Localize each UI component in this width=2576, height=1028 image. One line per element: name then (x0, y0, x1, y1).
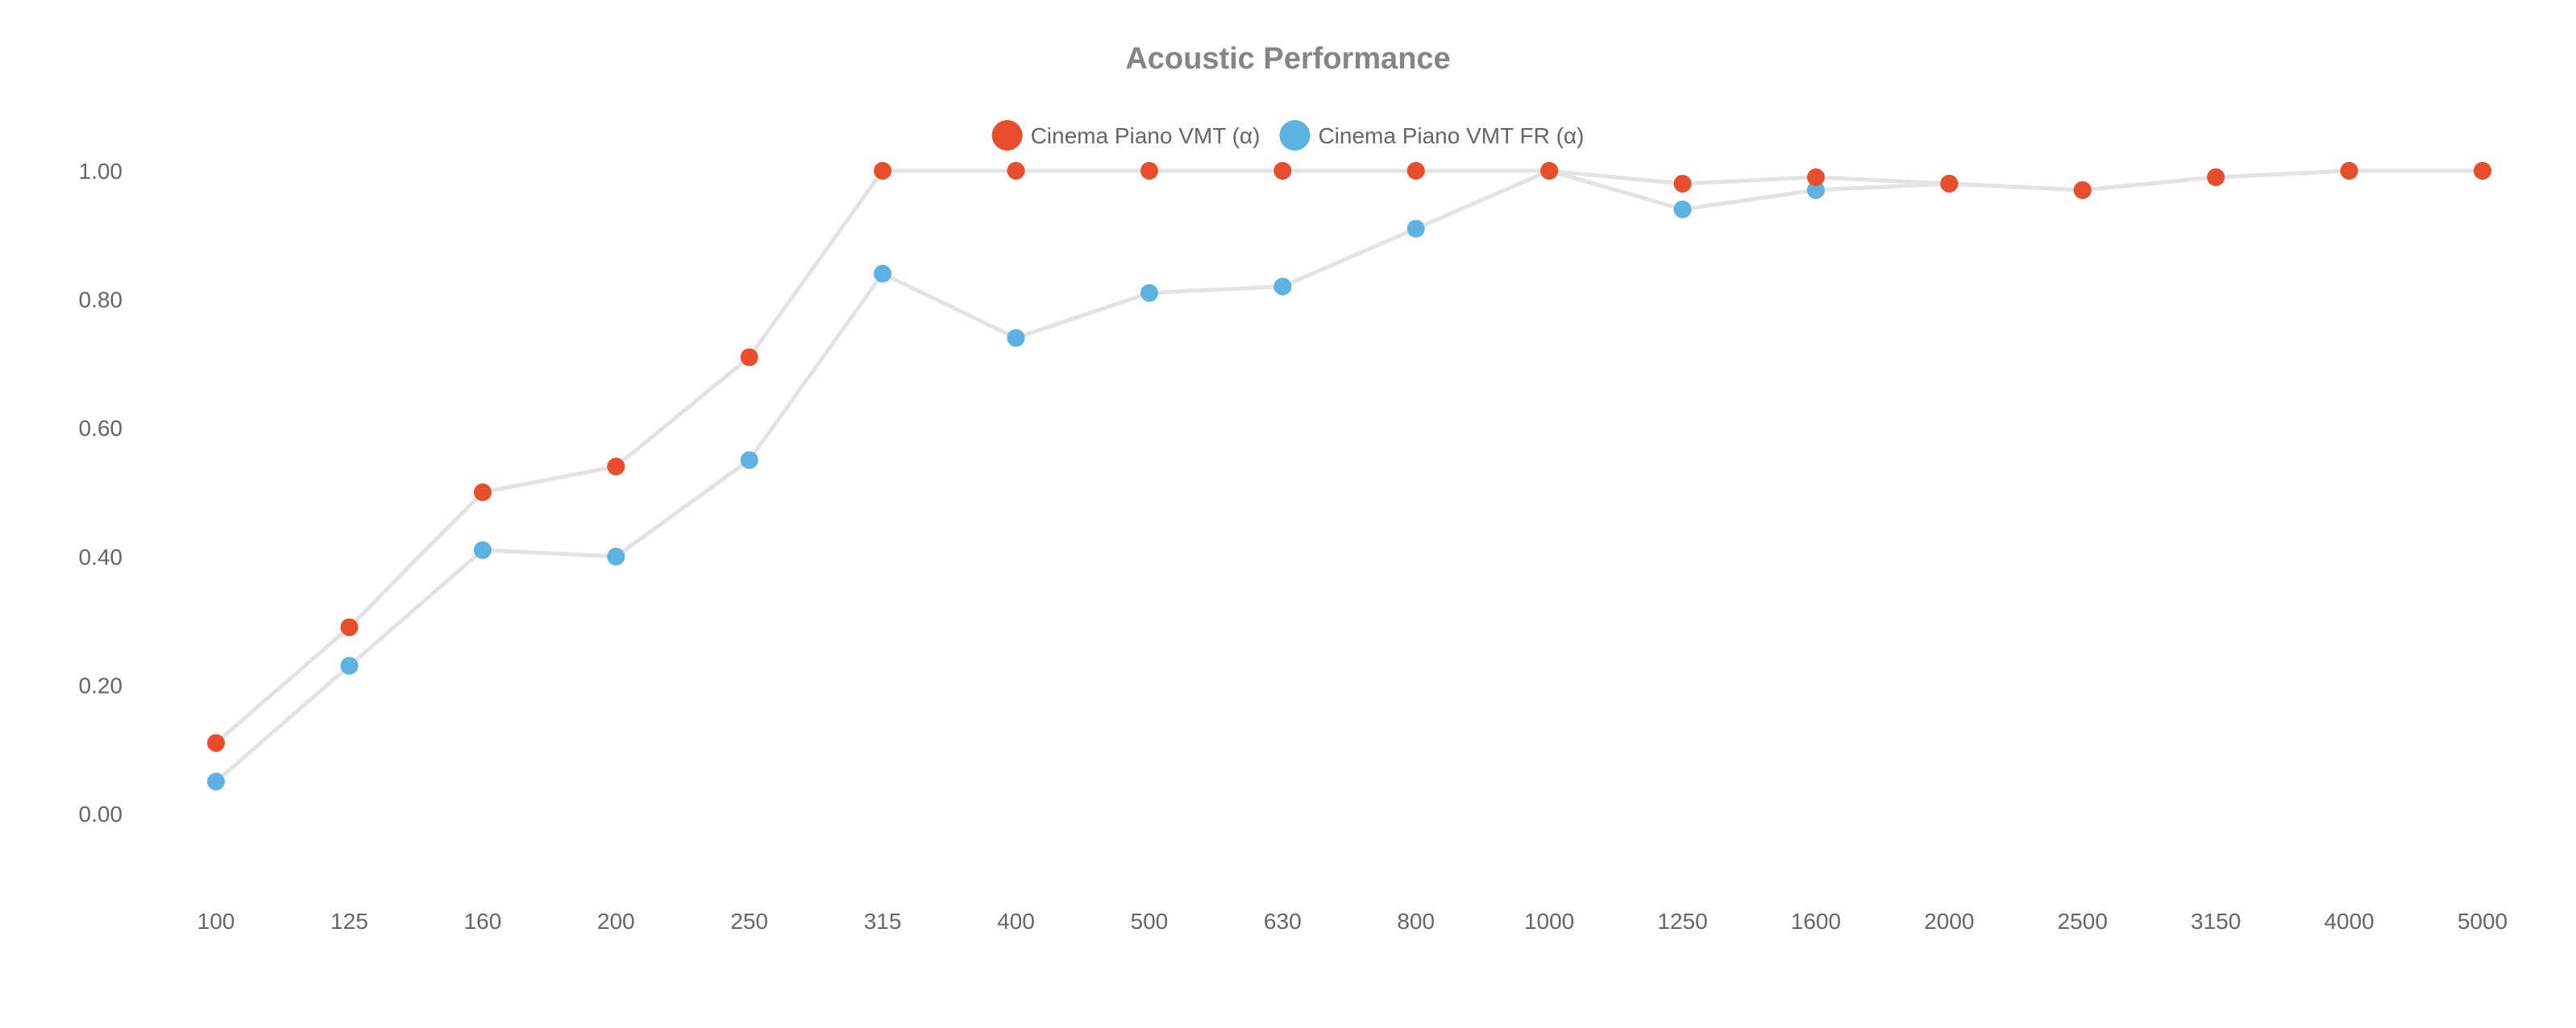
x-tick-label: 400 (997, 909, 1035, 934)
data-point-series-1[interactable] (473, 483, 492, 501)
legend-label: Cinema Piano VMT FR (α) (1318, 123, 1584, 148)
y-axis: 0.00 0.20 0.40 0.60 0.80 1.00 (79, 159, 123, 827)
x-tick-label: 125 (330, 909, 368, 934)
y-tick-label: 1.00 (79, 159, 123, 184)
x-tick-label: 200 (597, 909, 635, 934)
data-point-series-2[interactable] (207, 773, 225, 791)
data-point-series-2[interactable] (1273, 277, 1292, 296)
data-point-series-1[interactable] (2073, 180, 2092, 199)
data-point-series-1[interactable] (1673, 174, 1692, 193)
data-point-series-1[interactable] (2474, 162, 2491, 180)
data-point-series-2[interactable] (740, 451, 758, 470)
x-tick-label: 4000 (2324, 909, 2374, 934)
x-tick-label: 500 (1131, 909, 1169, 934)
x-tick-label: 2500 (2058, 909, 2108, 934)
data-point-series-1[interactable] (1140, 162, 1158, 180)
data-point-series-1[interactable] (1007, 162, 1025, 180)
y-tick-label: 0.60 (79, 416, 123, 441)
data-point-series-1[interactable] (740, 348, 758, 367)
legend-item-1[interactable]: Cinema Piano VMT (α) (991, 120, 1261, 151)
x-tick-label: 5000 (2458, 909, 2507, 934)
data-point-series-2[interactable] (1806, 180, 1825, 199)
x-tick-label: 160 (463, 909, 501, 934)
data-point-series-1[interactable] (1806, 168, 1825, 186)
data-point-series-2[interactable] (1140, 284, 1158, 302)
y-tick-label: 0.40 (79, 545, 123, 570)
y-tick-label: 0.00 (79, 802, 123, 827)
legend-item-2[interactable]: Cinema Piano VMT FR (α) (1279, 120, 1584, 151)
x-tick-label: 315 (864, 909, 902, 934)
series-lines (214, 168, 2483, 783)
x-tick-label: 800 (1397, 909, 1435, 934)
data-point-series-1[interactable] (1406, 162, 1425, 180)
x-tick-label: 1600 (1791, 909, 1841, 934)
data-point-series-1[interactable] (607, 458, 625, 476)
data-point-series-1[interactable] (1540, 162, 1559, 180)
data-point-series-1[interactable] (1940, 174, 1959, 193)
x-tick-label: 1000 (1524, 909, 1574, 934)
data-point-series-2[interactable] (1406, 219, 1425, 238)
data-point-series-2[interactable] (1673, 200, 1692, 218)
data-point-series-2[interactable] (1007, 329, 1025, 347)
data-point-series-1[interactable] (2207, 168, 2225, 186)
data-point-series-2[interactable] (607, 547, 625, 566)
data-point-series-1[interactable] (1273, 162, 1292, 180)
data-point-series-2[interactable] (340, 657, 359, 675)
data-point-series-2[interactable] (473, 541, 492, 559)
legend: Cinema Piano VMT (α) Cinema Piano VMT FR … (991, 120, 1584, 151)
y-tick-label: 0.20 (79, 673, 123, 698)
data-point-series-1[interactable] (874, 162, 892, 180)
x-tick-label: 250 (730, 909, 768, 934)
x-tick-label: 3150 (2191, 909, 2241, 934)
data-point-series-1[interactable] (340, 618, 359, 636)
y-tick-label: 0.80 (79, 288, 123, 313)
x-tick-label: 1250 (1657, 909, 1707, 934)
data-point-series-1[interactable] (2340, 162, 2358, 180)
series-line-2 (214, 168, 2483, 783)
legend-marker (991, 120, 1023, 151)
data-point-series-2[interactable] (874, 264, 892, 283)
legend-label: Cinema Piano VMT (α) (1031, 123, 1261, 148)
data-point-series-1[interactable] (207, 734, 225, 752)
x-axis: 100 125 160 200 250 315 400 500 630 800 1000 1250 16… (197, 909, 2508, 934)
x-tick-label: 630 (1264, 909, 1302, 934)
chart-title: Acoustic Performance (1125, 42, 1450, 76)
legend-marker (1279, 120, 1311, 151)
series-points (207, 162, 2491, 791)
x-tick-label: 2000 (1924, 909, 1974, 934)
x-tick-label: 100 (197, 909, 235, 934)
